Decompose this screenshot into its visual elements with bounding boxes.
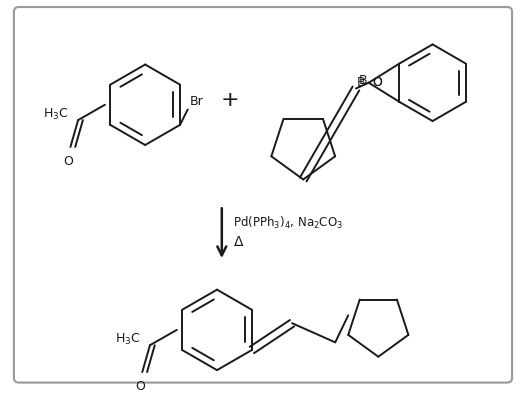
Text: O: O <box>372 76 382 89</box>
Text: O: O <box>372 76 382 90</box>
Text: B: B <box>359 74 368 86</box>
Text: Pd(PPh$_3$)$_4$, Na$_2$CO$_3$: Pd(PPh$_3$)$_4$, Na$_2$CO$_3$ <box>234 215 343 231</box>
Text: H$_3$C: H$_3$C <box>43 107 68 122</box>
Text: O: O <box>64 154 74 168</box>
Text: +: + <box>220 90 239 110</box>
Text: B: B <box>357 76 366 89</box>
FancyBboxPatch shape <box>14 7 512 382</box>
Text: $\Delta$: $\Delta$ <box>234 235 245 249</box>
Text: O: O <box>135 380 145 393</box>
Text: H$_3$C: H$_3$C <box>115 332 140 347</box>
Text: Br: Br <box>189 95 204 107</box>
